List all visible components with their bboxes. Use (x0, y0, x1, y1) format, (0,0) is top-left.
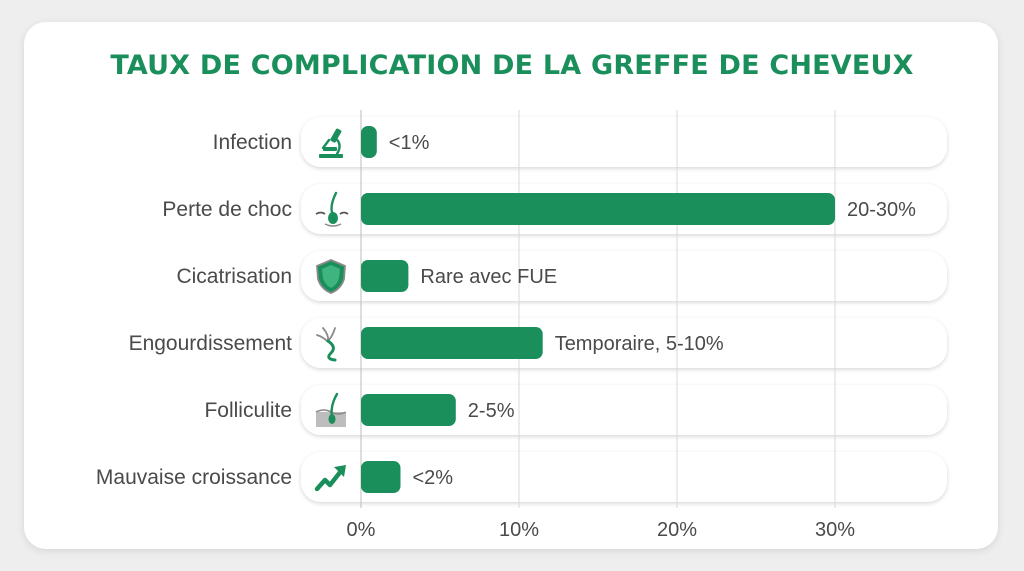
bar (361, 327, 543, 359)
category-label: Infection (213, 131, 292, 154)
row-background (301, 117, 947, 167)
category-label: Mauvaise croissance (96, 466, 292, 489)
bar (361, 193, 835, 225)
bar (361, 126, 377, 158)
shield-icon (316, 259, 346, 294)
bar (361, 394, 456, 426)
x-tick-label: 0% (347, 519, 376, 541)
microscope-icon (319, 128, 343, 158)
value-label: 2-5% (468, 400, 515, 422)
bar (361, 260, 409, 292)
category-label: Engourdissement (129, 332, 293, 355)
value-label: Temporaire, 5-10% (555, 333, 724, 355)
bar (361, 461, 401, 493)
value-label: <2% (413, 467, 454, 489)
value-label: 20-30% (847, 199, 916, 221)
x-tick-label: 30% (815, 519, 855, 541)
x-tick-label: 20% (657, 519, 697, 541)
hair-follicle-icon (315, 191, 349, 227)
category-label: Perte de choc (162, 198, 292, 221)
gridlines (360, 110, 836, 508)
trend-up-icon (314, 465, 346, 492)
value-label: <1% (389, 132, 430, 154)
value-label: Rare avec FUE (420, 266, 557, 288)
x-tick-label: 10% (499, 519, 539, 541)
chart-title: TAUX DE COMPLICATION DE LA GREFFE DE CHE… (110, 50, 914, 81)
nerve-icon (316, 327, 337, 362)
category-label: Cicatrisation (176, 265, 292, 288)
category-label: Folliculite (204, 399, 292, 422)
row-background (301, 251, 947, 301)
row-background (301, 452, 947, 502)
follicle-skin-icon (315, 392, 347, 427)
row-background (301, 385, 947, 435)
